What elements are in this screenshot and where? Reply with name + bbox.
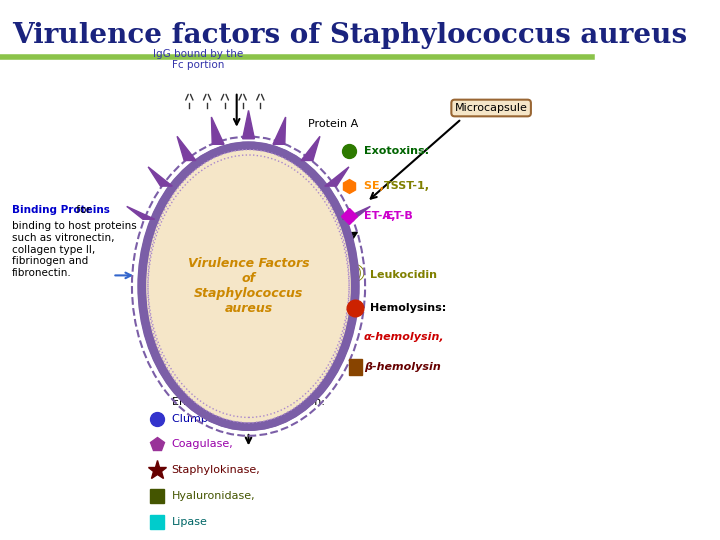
Text: Coagulase,: Coagulase, [171, 440, 233, 449]
Polygon shape [342, 206, 370, 219]
Ellipse shape [142, 146, 355, 427]
Text: for: for [73, 205, 91, 215]
Text: Hyaluronidase,: Hyaluronidase, [171, 491, 255, 501]
Polygon shape [177, 136, 196, 160]
Text: Lipase: Lipase [171, 517, 207, 527]
Polygon shape [301, 136, 320, 160]
Text: Exotoxins:: Exotoxins: [364, 146, 429, 156]
Polygon shape [349, 359, 362, 375]
Text: IgG bound by the
Fc portion: IgG bound by the Fc portion [153, 49, 243, 70]
Text: binding to host proteins
such as vitronectin,
collagen type II,
fibrinogen and
f: binding to host proteins such as vitrone… [12, 221, 137, 278]
Text: Virulence factors of Staphylococcus aureus: Virulence factors of Staphylococcus aure… [12, 22, 687, 49]
Text: β-hemolysin: β-hemolysin [364, 362, 441, 372]
Text: α-hemolysin,: α-hemolysin, [364, 333, 444, 342]
Text: Microcapsule: Microcapsule [455, 103, 528, 113]
Text: Binding Proteins: Binding Proteins [12, 205, 109, 215]
Text: Hemolysins:: Hemolysins: [370, 303, 446, 313]
Text: ☽: ☽ [343, 264, 366, 287]
Polygon shape [273, 117, 286, 144]
Text: Virulence Factors
of
Staphylococcus
aureus: Virulence Factors of Staphylococcus aure… [188, 257, 310, 315]
Text: TSST-1,: TSST-1, [384, 181, 429, 191]
Polygon shape [325, 167, 349, 186]
Text: Enzymes used for invasion:: Enzymes used for invasion: [171, 397, 325, 407]
Text: ET-A,: ET-A, [364, 211, 400, 221]
Text: Clumping factor,: Clumping factor, [171, 414, 264, 423]
Text: Leukocidin: Leukocidin [370, 271, 437, 280]
Polygon shape [243, 111, 254, 139]
Text: SE,: SE, [364, 181, 387, 191]
Polygon shape [127, 206, 155, 219]
Polygon shape [212, 117, 224, 144]
Text: ET-B: ET-B [387, 211, 413, 221]
Text: Protein A: Protein A [307, 119, 358, 129]
Text: Staphylokinase,: Staphylokinase, [171, 465, 261, 475]
Polygon shape [148, 167, 172, 186]
